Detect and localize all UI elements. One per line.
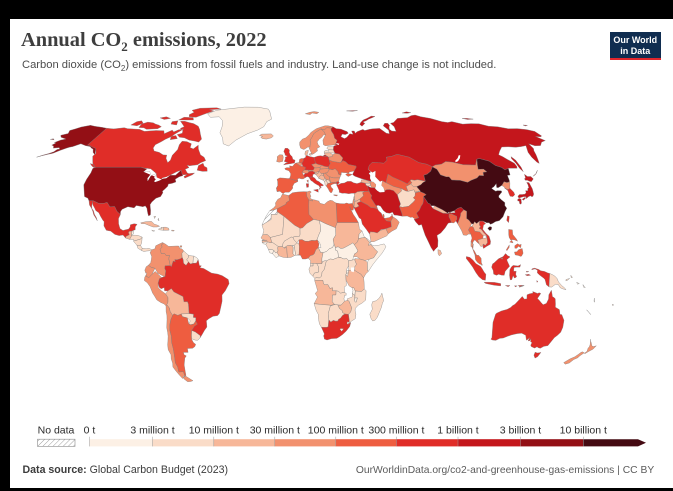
svg-text:No data: No data	[38, 425, 75, 437]
svg-text:30 million t: 30 million t	[250, 425, 300, 437]
svg-text:10 billion t: 10 billion t	[560, 425, 607, 437]
svg-text:300 million t: 300 million t	[368, 425, 424, 437]
svg-text:3 million t: 3 million t	[130, 425, 174, 437]
svg-text:3 billion t: 3 billion t	[500, 425, 542, 437]
svg-text:10 million t: 10 million t	[189, 425, 239, 437]
svg-text:0 t: 0 t	[84, 425, 96, 437]
svg-text:1 billion t: 1 billion t	[437, 425, 479, 437]
svg-text:100 million t: 100 million t	[308, 425, 364, 437]
